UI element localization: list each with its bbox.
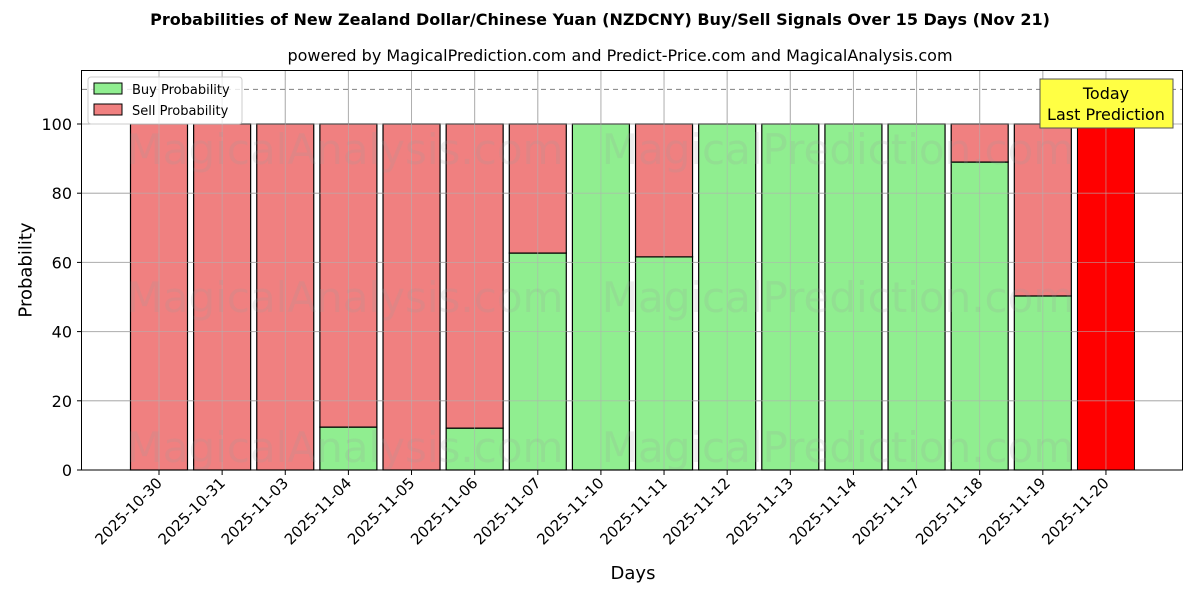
legend-buy-swatch — [93, 82, 123, 95]
plot-frame — [81, 70, 1183, 471]
svg-text:MagicalPrediction.com: MagicalPrediction.com — [602, 125, 1075, 174]
x-tick-label: 2025-11-13 — [723, 474, 797, 548]
svg-text:MagicalAnalysis.com: MagicalAnalysis.com — [127, 423, 564, 472]
x-tick-label: 2025-11-19 — [975, 474, 1049, 548]
y-tick-label: 40 — [52, 323, 72, 342]
x-tick-label: 2025-11-03 — [218, 474, 292, 548]
y-tick-label: 100 — [41, 115, 72, 134]
x-tick-label: 2025-11-17 — [849, 474, 923, 548]
today-annotation: Today Last Prediction — [1039, 78, 1174, 129]
x-tick-label: 2025-10-31 — [155, 474, 229, 548]
legend-sell-swatch — [93, 103, 123, 116]
legend-buy-label: Buy Probability — [132, 83, 230, 98]
x-tick-label: 2025-11-06 — [407, 474, 481, 548]
chart-title: Probabilities of New Zealand Dollar/Chin… — [150, 10, 1050, 29]
x-tick-label: 2025-11-14 — [786, 474, 860, 548]
y-tick-label: 0 — [62, 461, 72, 480]
annotation-last-prediction: Last Prediction — [1047, 105, 1165, 124]
legend-sell-label: Sell Probability — [132, 104, 229, 119]
y-tick-label: 20 — [52, 392, 72, 411]
svg-text:MagicalAnalysis.com: MagicalAnalysis.com — [127, 273, 564, 322]
svg-text:MagicalPrediction.com: MagicalPrediction.com — [602, 273, 1075, 322]
legend: Buy Probability Sell Probability — [87, 76, 243, 125]
x-tick-label: 2025-10-30 — [91, 474, 165, 548]
svg-text:MagicalAnalysis.com: MagicalAnalysis.com — [127, 125, 564, 174]
y-tick-label: 80 — [52, 184, 72, 203]
y-tick-label: 60 — [52, 253, 72, 272]
x-tick-label: 2025-11-10 — [533, 474, 607, 548]
x-tick-label: 2025-11-07 — [470, 474, 544, 548]
x-tick-label: 2025-11-12 — [660, 474, 734, 548]
annotation-today: Today — [1082, 84, 1129, 103]
x-axis-label: Days — [610, 563, 656, 584]
x-tick-label: 2025-11-20 — [1038, 474, 1112, 548]
x-tick-label: 2025-11-11 — [596, 474, 670, 548]
x-tick-label: 2025-11-04 — [281, 474, 355, 548]
x-axis-ticks: 2025-10-302025-10-312025-11-032025-11-04… — [91, 470, 1113, 548]
svg-text:MagicalPrediction.com: MagicalPrediction.com — [602, 423, 1075, 472]
x-tick-label: 2025-11-18 — [912, 474, 986, 548]
watermarks: MagicalAnalysis.com MagicalPrediction.com… — [127, 125, 1075, 472]
x-tick-label: 2025-11-05 — [344, 474, 418, 548]
y-axis-ticks: 0 20 40 60 80 100 — [41, 115, 82, 480]
chart-subtitle: powered by MagicalPrediction.com and Pre… — [287, 46, 953, 65]
